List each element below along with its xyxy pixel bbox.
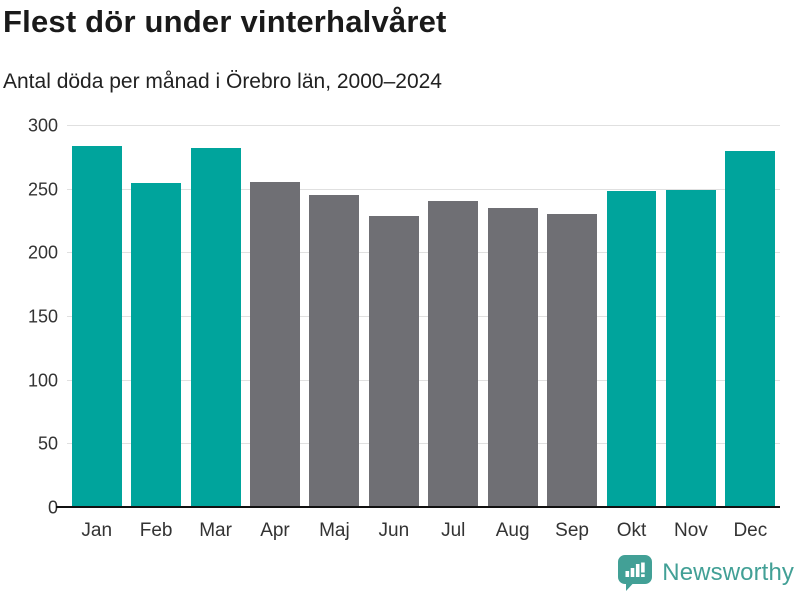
x-tick-label-mar: Mar (199, 520, 232, 541)
x-tick-label-sep: Sep (555, 520, 589, 541)
bar-slot-aug (483, 126, 542, 508)
chart-subtitle: Antal döda per månad i Örebro län, 2000–… (3, 70, 442, 93)
newsworthy-logo: Newsworthy (617, 554, 794, 592)
bar-nov (665, 189, 716, 508)
page-title: Flest dör under vinterhalvåret (3, 4, 447, 39)
y-tick-label-50: 50 (37, 433, 58, 454)
x-tick-label-feb: Feb (139, 520, 173, 541)
bar-slot-mar (186, 126, 245, 508)
bar-slot-sep (542, 126, 601, 508)
x-tick-label-okt: Okt (616, 520, 647, 541)
gridline-250 (67, 188, 780, 190)
bar-slot-okt (602, 126, 661, 508)
bar-slot-maj (305, 126, 364, 508)
bar-jul (428, 201, 479, 508)
y-tick-label-200: 200 (27, 242, 58, 263)
bar-dec (725, 151, 776, 508)
bar-jun (368, 216, 419, 508)
y-tick-label-100: 100 (27, 370, 58, 391)
gridline-100 (67, 379, 780, 381)
y-tick-label-250: 250 (27, 179, 58, 200)
gridline-50 (67, 443, 780, 445)
bar-feb (131, 183, 182, 508)
y-tick-label-150: 150 (27, 306, 58, 327)
x-tick-label-apr: Apr (260, 520, 290, 541)
bar-mar (190, 147, 241, 508)
bar-apr (250, 182, 300, 508)
x-tick-label-jan: Jan (81, 520, 113, 541)
bar-slot-jan (67, 126, 126, 508)
y-tick-label-300: 300 (27, 115, 58, 136)
bars-container (67, 126, 780, 508)
x-tick-label-jun: Jun (378, 520, 410, 541)
newsworthy-bubble-chart-icon (618, 555, 653, 591)
bar-slot-dec (721, 126, 780, 508)
gridline-300 (67, 125, 780, 126)
brand-name: Newsworthy (662, 559, 794, 586)
gridline-150 (67, 316, 780, 317)
x-tick-label-jul: Jul (441, 520, 466, 541)
bar-okt (606, 190, 657, 508)
bar-aug (487, 207, 538, 508)
bar-maj (309, 194, 360, 508)
x-axis-labels: Jan Feb Mar Apr Maj Jun Jul Aug Sep Okt Nov Dec (67, 520, 780, 542)
x-tick-label-maj: Maj (319, 520, 350, 541)
bar-slot-jul (424, 126, 483, 508)
bar-sep (547, 213, 598, 508)
bar-slot-jun (364, 126, 423, 508)
plot-area: Jan Feb Mar Apr Maj Jun Jul Aug Sep Okt Nov Dec 0 50… (28, 116, 780, 541)
bar-slot-feb (126, 126, 185, 508)
x-tick-label-dec: Dec (733, 520, 768, 541)
bar-slot-nov (661, 126, 720, 508)
bar-jan (71, 146, 122, 508)
x-axis-line (56, 506, 780, 508)
gridline-200 (67, 252, 780, 254)
y-tick-label-0: 0 (47, 497, 58, 518)
bar-slot-apr (245, 126, 304, 508)
x-tick-label-aug: Aug (495, 520, 530, 541)
x-tick-label-nov: Nov (674, 520, 708, 541)
